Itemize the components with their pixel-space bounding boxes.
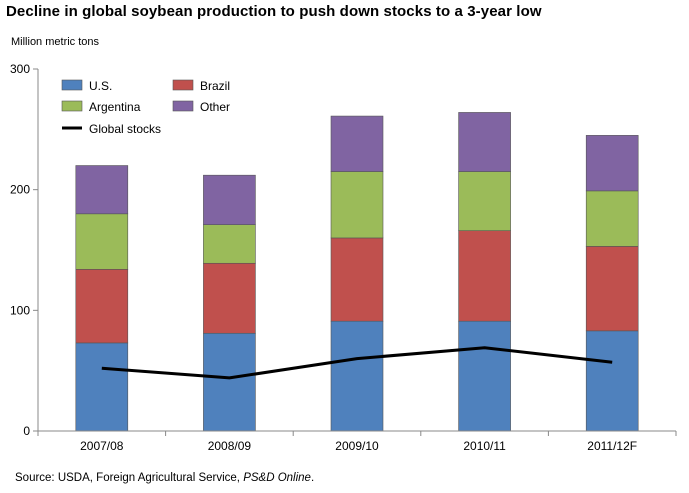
legend-label-global-stocks: Global stocks [89, 122, 161, 136]
bar-argentina-4 [585, 190, 639, 247]
bar-u-s--0 [75, 342, 129, 432]
bar-u-s--4 [585, 330, 639, 432]
bar-brazil-2 [330, 237, 384, 322]
source-suffix: . [310, 472, 315, 484]
global-stocks-line-group [101, 346, 613, 380]
source-italic: PS&D Online [243, 472, 311, 484]
bar-other-1 [203, 174, 256, 225]
bar-argentina-3 [458, 171, 511, 231]
legend-swatch-brazil [172, 79, 194, 91]
bar-brazil-3 [458, 230, 511, 322]
y-tick-label: 300 [10, 62, 30, 76]
x-tick-label: 2008/09 [208, 439, 252, 453]
bar-brazil-1 [203, 262, 256, 334]
bar-other-4 [585, 135, 639, 192]
bar-argentina-0 [75, 213, 129, 270]
legend: U.S. Brazil Argentina Other Global stocks [61, 79, 230, 136]
legend-label-u-s-: U.S. [89, 79, 112, 93]
x-tick-label: 2011/12F [587, 439, 637, 453]
y-tick-label: 0 [23, 424, 30, 438]
y-tick-label: 100 [10, 303, 30, 317]
legend-swatch-u-s- [61, 79, 83, 91]
y-axis-unit-label: Million metric tons [11, 36, 100, 48]
bar-u-s--1 [203, 332, 256, 432]
axes-group: 0 100 200 300 2007/08 2008/09 2009/10 2010/11 20… [10, 62, 677, 453]
global-stocks-line [101, 346, 613, 380]
y-tick-label: 200 [10, 183, 30, 197]
x-tick-label: 2007/08 [80, 439, 124, 453]
source-note: Source: USDA, Foreign Agricultural Servi… [15, 472, 314, 484]
x-tick-label: 2009/10 [335, 439, 379, 453]
bar-argentina-2 [330, 171, 384, 239]
bar-u-s--2 [330, 320, 384, 432]
bar-u-s--3 [458, 320, 511, 432]
bar-other-2 [330, 115, 384, 172]
legend-label-other: Other [200, 100, 230, 114]
bar-other-0 [75, 165, 129, 215]
x-tick-label: 2010/11 [463, 439, 506, 453]
legend-swatch-argentina [61, 100, 83, 112]
bar-other-3 [458, 112, 511, 172]
chart-title: Decline in global soybean production to … [6, 3, 542, 20]
bar-brazil-0 [75, 269, 129, 344]
source-prefix: Source: USDA, Foreign Agricultural Servi… [15, 472, 244, 484]
legend-label-brazil: Brazil [200, 79, 230, 93]
legend-label-argentina: Argentina [89, 100, 141, 114]
bar-group [75, 112, 639, 432]
legend-swatch-other [172, 100, 194, 112]
bar-argentina-1 [203, 224, 256, 264]
bar-brazil-4 [585, 246, 639, 332]
